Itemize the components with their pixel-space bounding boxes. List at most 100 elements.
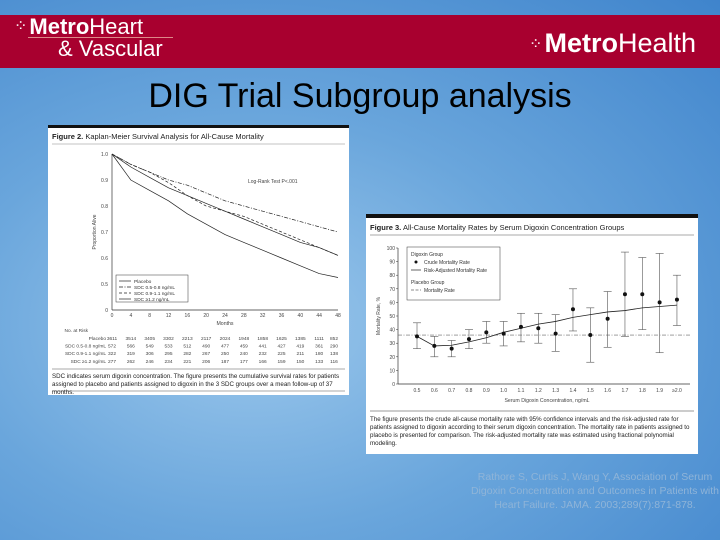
risk-value: 490	[202, 344, 210, 350]
y-tick-label: 100	[387, 246, 396, 252]
logo-dots-icon: ⁘	[14, 18, 28, 35]
x-tick-label: 1.1	[518, 388, 525, 394]
crude-rate-point	[605, 316, 610, 321]
x-tick-label: 8	[148, 313, 151, 319]
y-tick-label: 0.5	[101, 282, 108, 288]
risk-value: 250	[221, 351, 229, 357]
risk-value: 1385	[295, 336, 306, 342]
crude-rate-point	[553, 331, 558, 336]
y-tick-label: 80	[389, 273, 395, 279]
risk-table-header: No. at Risk	[65, 328, 89, 334]
figure-2-kaplan-meier: 0 0.5 0.6 0.7 0.8 0.9 1.0 0 4 8 12 16 20 24 28 32 36 40 44…	[48, 125, 349, 395]
logo-sub: & Vascular	[28, 37, 173, 60]
logo-bold: Metro	[544, 28, 618, 58]
y-tick-label: 60	[389, 300, 395, 306]
crude-rate-point	[484, 330, 489, 335]
slide-title: DIG Trial Subgroup analysis	[148, 77, 572, 115]
legend-crude: Crude Mortality Rate	[424, 260, 470, 266]
risk-value: 319	[127, 351, 135, 357]
crude-rate-point	[657, 300, 662, 305]
risk-value: 2213	[182, 336, 193, 342]
risk-value: 282	[183, 351, 191, 357]
x-tick-label: ≥2.0	[672, 388, 682, 394]
crude-rate-point	[640, 292, 645, 297]
figure-2-caption: SDC indicates serum digoxin concentratio…	[52, 373, 340, 395]
risk-value: 232	[259, 351, 267, 357]
x-tick-label: 0.8	[466, 388, 473, 394]
risk-value: 566	[127, 344, 135, 350]
risk-value: 290	[330, 344, 338, 350]
legend-label: SDC 0.5-0.8 ng/mL	[134, 285, 175, 291]
legend-group-digoxin: Digoxin Group	[411, 252, 443, 258]
top-rule	[48, 125, 349, 128]
risk-value: 267	[202, 351, 210, 357]
mortality-chart: 0 10 20 30 40 50 60 70 80 90 100 0.5 0.6 0.7 0.8 0.9 1.0…	[366, 214, 698, 412]
legend-label: SDC ≥1.2 ng/mL	[134, 297, 170, 303]
crude-rate-point	[570, 307, 575, 312]
metrohealth-logo: ⁘MetroHealth	[529, 28, 696, 59]
risk-row-label: SDC 0.5-0.8 ng/mL	[65, 344, 106, 350]
x-tick-label: 0.7	[448, 388, 455, 394]
risk-value: 295	[164, 351, 172, 357]
y-tick-label: 0	[392, 382, 395, 388]
risk-value: 133	[315, 359, 323, 365]
figure-2-title: Figure 2. Kaplan-Meier Survival Analysis…	[52, 132, 264, 141]
crude-rate-point	[622, 292, 627, 297]
risk-value: 306	[146, 351, 154, 357]
risk-value: 2024	[220, 336, 231, 342]
y-tick-label: 50	[389, 314, 395, 320]
risk-value: 150	[296, 359, 304, 365]
km-chart: 00.50.60.70.80.91.00 4 8 12 16 20 24 28 32 36 40 44…	[48, 125, 349, 392]
figure-3-caption: The figure presents the crude all-cause …	[370, 416, 690, 447]
risk-value: 1625	[276, 336, 287, 342]
risk-value: 572	[108, 344, 116, 350]
citation: Rathore S, Curtis J, Wang Y, Association…	[470, 471, 720, 511]
legend-label: Placebo	[134, 279, 152, 285]
risk-value: 3611	[107, 336, 118, 342]
risk-value: 234	[164, 359, 172, 365]
risk-value: 159	[277, 359, 285, 365]
x-tick-label: 48	[335, 313, 341, 319]
x-tick-label: 1.6	[604, 388, 611, 394]
crude-rate-point	[674, 297, 679, 302]
risk-row-label: SDC 0.9-1.1 ng/mL	[65, 351, 106, 357]
crude-rate-point	[518, 324, 523, 329]
legend-placebo: Mortality Rate	[424, 288, 455, 294]
risk-value: 427	[277, 344, 285, 350]
risk-row-label: Placebo	[89, 336, 107, 342]
risk-value: 277	[108, 359, 116, 365]
logo-bold: Metro	[29, 14, 90, 39]
risk-value: 225	[277, 351, 285, 357]
x-tick-label: 24	[222, 313, 228, 319]
crude-rate-point	[501, 331, 506, 336]
legend-box	[406, 246, 501, 301]
risk-value: 322	[108, 351, 116, 357]
risk-value: 262	[127, 359, 135, 365]
x-tick-label: 20	[203, 313, 209, 319]
logo-dots-icon: ⁘	[529, 36, 543, 53]
y-tick-label: 0.9	[101, 178, 108, 184]
risk-value: 533	[164, 344, 172, 350]
legend-box	[115, 274, 189, 303]
y-axis-title: Mortality Rate, %	[376, 296, 382, 335]
risk-value: 166	[259, 359, 267, 365]
x-tick-label: 0.5	[414, 388, 421, 394]
y-tick-label: 0.8	[101, 204, 108, 210]
risk-value: 512	[183, 344, 191, 350]
risk-value: 2117	[201, 336, 212, 342]
risk-value: 211	[297, 351, 305, 357]
x-tick-label: 1.0	[500, 388, 507, 394]
x-tick-label: 40	[298, 313, 304, 319]
risk-value: 177	[240, 359, 248, 365]
risk-value: 441	[259, 344, 267, 350]
figure-3-title: Figure 3. All-Cause Mortality Rates by S…	[370, 223, 625, 232]
risk-value: 852	[330, 336, 338, 342]
risk-value: 3302	[163, 336, 174, 342]
risk-value: 206	[202, 359, 210, 365]
y-tick-label: 30	[389, 341, 395, 347]
y-tick-label: 0	[105, 308, 108, 314]
x-tick-label: 1.9	[656, 388, 663, 394]
x-axis-title: Months	[216, 321, 233, 327]
risk-value: 1111	[314, 336, 324, 342]
km-curve	[111, 153, 339, 278]
